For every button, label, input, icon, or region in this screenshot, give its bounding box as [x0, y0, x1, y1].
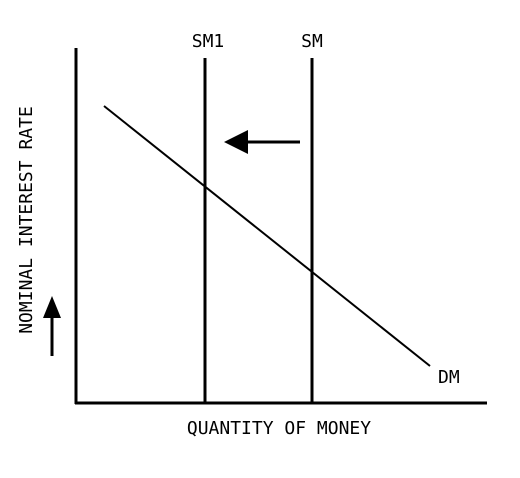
- y-axis-label: NOMINAL INTEREST RATE: [16, 106, 37, 334]
- supply-curve-sm1-label: SM1: [192, 31, 225, 52]
- arrow-up-icon: [43, 296, 61, 356]
- arrow-left-icon: [224, 130, 300, 154]
- supply-curve-sm-label: SM: [301, 31, 323, 52]
- x-axis-label: QUANTITY OF MONEY: [187, 418, 371, 439]
- demand-curve-dm: [103, 105, 431, 367]
- demand-curve-dm-label: DM: [438, 367, 460, 388]
